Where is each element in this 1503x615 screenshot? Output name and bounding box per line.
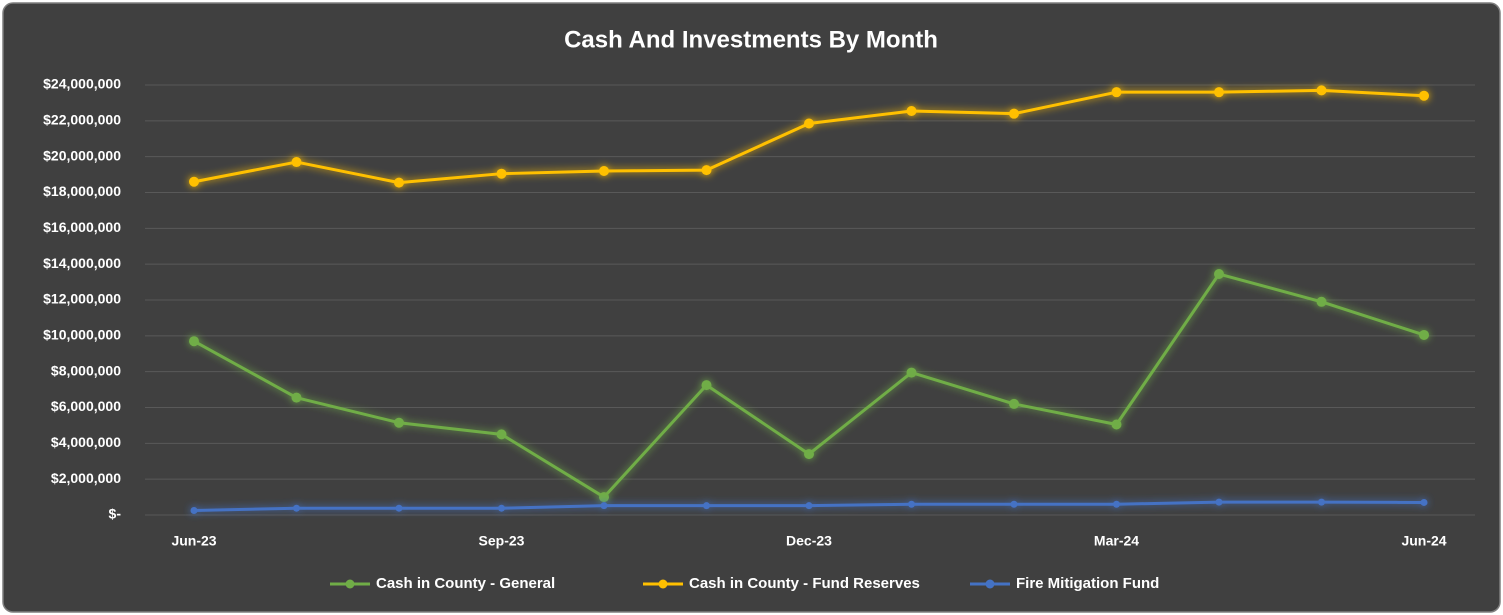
data-point xyxy=(1009,108,1019,119)
data-point xyxy=(599,492,609,503)
legend-marker xyxy=(345,579,355,589)
data-point xyxy=(189,176,199,187)
data-point xyxy=(1111,419,1122,430)
data-point xyxy=(498,504,505,512)
data-point xyxy=(496,168,507,179)
data-point xyxy=(701,380,712,391)
data-point xyxy=(189,336,199,347)
data-point xyxy=(703,502,710,510)
data-point xyxy=(908,500,915,508)
data-point xyxy=(1214,269,1224,280)
data-point xyxy=(1111,87,1122,98)
legend-label: Fire Mitigation Fund xyxy=(1016,575,1159,592)
legend-marker xyxy=(985,579,995,589)
x-tick-label: Jun-24 xyxy=(1401,533,1446,549)
data-point xyxy=(291,392,302,403)
data-point xyxy=(1010,500,1018,508)
data-point xyxy=(291,157,302,168)
data-point xyxy=(1316,296,1327,307)
data-point xyxy=(395,504,403,512)
x-tick-label: Dec-23 xyxy=(786,533,832,549)
data-point xyxy=(190,507,198,515)
x-tick-label: Jun-23 xyxy=(171,533,216,549)
series xyxy=(189,85,1429,188)
data-point xyxy=(701,165,712,176)
data-point xyxy=(1419,90,1429,101)
y-tick-label: $18,000,000 xyxy=(43,183,121,199)
data-point xyxy=(1214,87,1224,98)
y-tick-label: $6,000,000 xyxy=(51,398,121,414)
data-point xyxy=(1316,85,1327,96)
data-point xyxy=(1318,498,1325,506)
x-tick-label: Sep-23 xyxy=(479,533,525,549)
y-tick-label: $2,000,000 xyxy=(51,470,121,486)
data-point xyxy=(804,449,814,460)
data-point xyxy=(906,105,917,116)
data-point xyxy=(394,417,404,428)
y-tick-label: $16,000,000 xyxy=(43,219,121,235)
legend-label: Cash in County - Fund Reserves xyxy=(689,575,920,592)
y-tick-label: $12,000,000 xyxy=(43,291,121,307)
legend-label: Cash in County - General xyxy=(376,575,555,592)
y-tick-label: $24,000,000 xyxy=(43,76,121,92)
data-point xyxy=(1009,398,1019,409)
data-point xyxy=(394,177,404,188)
x-tick-label: Mar-24 xyxy=(1094,533,1139,549)
data-point xyxy=(496,429,507,440)
y-tick-label: $22,000,000 xyxy=(43,112,121,128)
data-point xyxy=(293,504,300,512)
y-tick-label: $4,000,000 xyxy=(51,434,121,450)
data-point xyxy=(805,502,813,510)
data-point xyxy=(1215,498,1223,506)
y-tick-label: $- xyxy=(109,506,122,522)
series xyxy=(189,269,1429,503)
data-point xyxy=(1419,329,1429,340)
y-tick-label: $20,000,000 xyxy=(43,147,121,163)
data-point xyxy=(1113,500,1120,508)
y-tick-label: $14,000,000 xyxy=(43,255,121,271)
data-point xyxy=(804,118,814,129)
legend-marker xyxy=(658,579,668,589)
data-point xyxy=(599,166,609,176)
data-point xyxy=(906,367,917,378)
chart-title: Cash And Investments By Month xyxy=(564,26,938,53)
y-tick-label: $8,000,000 xyxy=(51,362,121,378)
data-point xyxy=(1420,498,1428,506)
y-tick-label: $10,000,000 xyxy=(43,327,121,343)
data-point xyxy=(600,502,608,510)
series xyxy=(190,498,1428,515)
